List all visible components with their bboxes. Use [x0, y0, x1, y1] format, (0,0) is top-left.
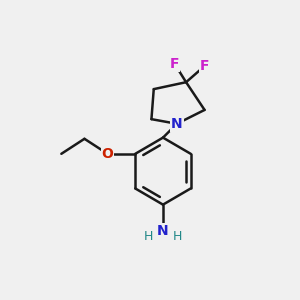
- Text: O: O: [102, 147, 113, 161]
- Text: N: N: [157, 224, 169, 238]
- Text: H: H: [144, 230, 153, 244]
- Text: F: F: [200, 59, 209, 73]
- Text: N: N: [171, 117, 183, 131]
- Text: H: H: [172, 230, 182, 244]
- Text: F: F: [170, 57, 179, 71]
